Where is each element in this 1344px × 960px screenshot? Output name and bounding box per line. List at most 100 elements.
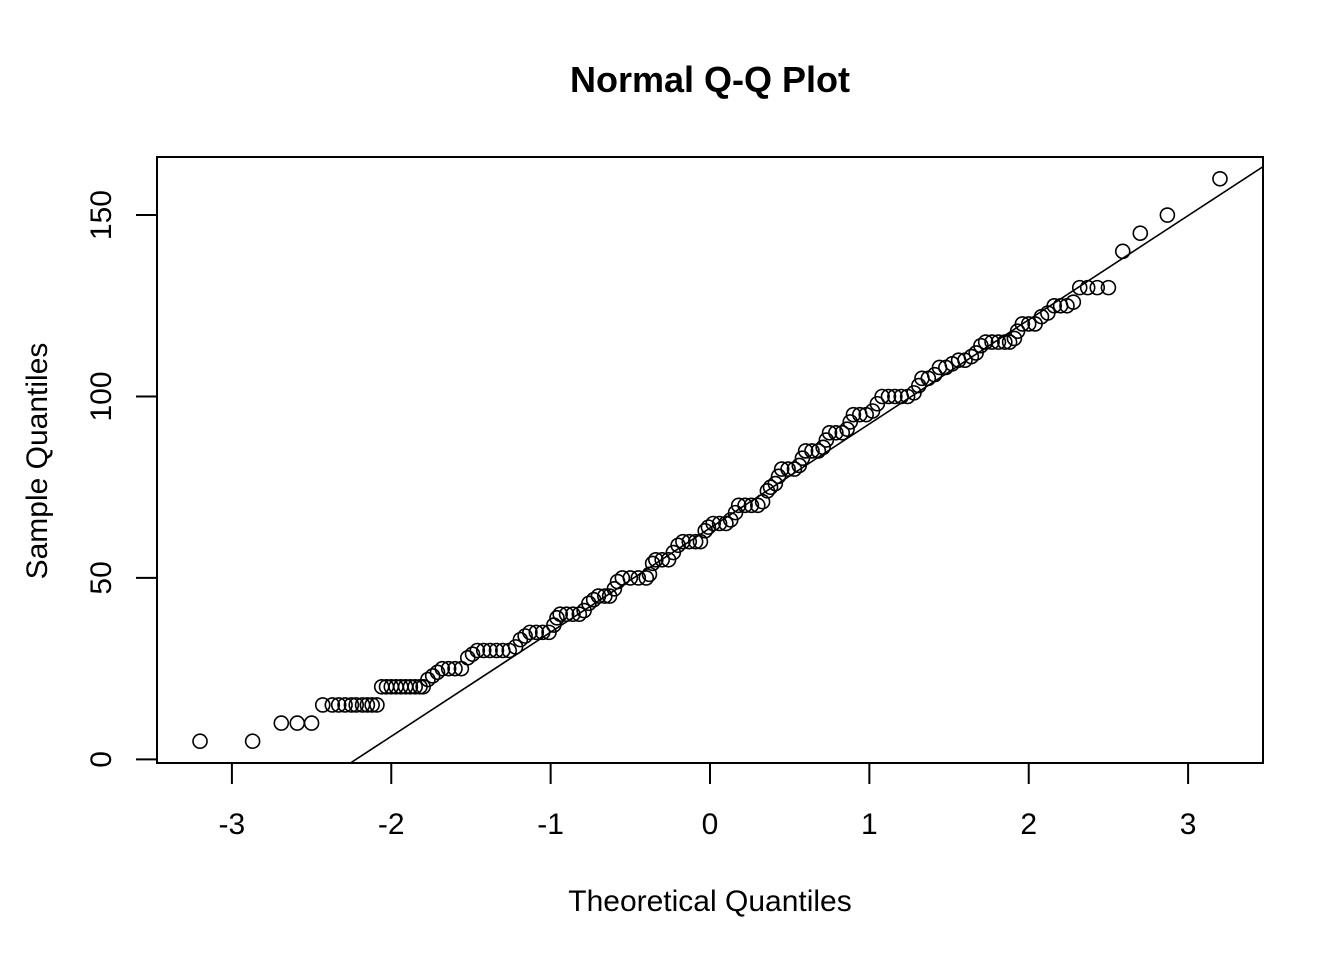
data-point bbox=[874, 388, 890, 405]
data-point bbox=[670, 537, 686, 554]
data-point bbox=[475, 642, 492, 659]
data-point bbox=[1212, 170, 1228, 187]
data-point bbox=[750, 497, 766, 514]
data-point bbox=[482, 642, 498, 659]
data-point bbox=[762, 479, 779, 496]
x-tick-label: 0 bbox=[702, 808, 719, 841]
data-point bbox=[1006, 330, 1023, 347]
x-tick-label: 1 bbox=[861, 808, 878, 841]
data-point bbox=[797, 443, 814, 459]
x-tick-label: -2 bbox=[378, 808, 405, 841]
y-tick-label: 0 bbox=[85, 751, 118, 768]
y-axis-label: Sample Quantiles bbox=[21, 343, 54, 580]
data-point bbox=[244, 733, 261, 750]
plot-frame bbox=[156, 156, 1264, 764]
y-axis: 0 50 100 150 bbox=[85, 190, 158, 768]
data-point bbox=[815, 439, 831, 456]
data-point bbox=[644, 555, 661, 572]
data-point bbox=[606, 581, 623, 597]
data-point bbox=[369, 697, 385, 713]
data-point bbox=[1065, 294, 1082, 310]
data-point bbox=[711, 515, 728, 532]
x-axis-label: Theoretical Quantiles bbox=[568, 885, 851, 918]
data-point bbox=[990, 334, 1007, 350]
data-point bbox=[1014, 316, 1031, 332]
data-point bbox=[804, 443, 820, 459]
data-point bbox=[622, 570, 639, 586]
data-point bbox=[407, 678, 423, 695]
data-point bbox=[273, 715, 290, 731]
data-point bbox=[718, 515, 734, 532]
data-point bbox=[565, 606, 581, 623]
data-point bbox=[324, 697, 341, 713]
data-point bbox=[730, 497, 747, 514]
data-point bbox=[638, 570, 655, 586]
data-point bbox=[1071, 279, 1088, 296]
data-point bbox=[585, 591, 602, 608]
data-point bbox=[1114, 243, 1131, 260]
data-point bbox=[737, 497, 753, 514]
data-point bbox=[571, 606, 588, 623]
data-point bbox=[348, 697, 365, 713]
data-point bbox=[692, 533, 709, 550]
data-point bbox=[767, 475, 784, 492]
data-point bbox=[1046, 297, 1063, 314]
data-point bbox=[534, 624, 551, 641]
x-tick-label: 3 bbox=[1180, 808, 1197, 841]
data-point bbox=[887, 388, 903, 405]
data-point bbox=[773, 461, 790, 477]
data-point bbox=[1089, 279, 1106, 296]
data-point bbox=[681, 533, 698, 550]
data-point bbox=[1001, 334, 1018, 350]
x-axis: -3 -2 -1 0 1 2 3 bbox=[219, 762, 1197, 841]
data-point bbox=[977, 334, 994, 350]
data-point bbox=[469, 642, 486, 659]
data-point bbox=[984, 334, 1000, 350]
data-point bbox=[786, 461, 803, 477]
x-tick-label: -3 bbox=[219, 808, 246, 841]
data-point bbox=[522, 624, 538, 641]
data-point bbox=[337, 697, 353, 713]
data-point bbox=[1132, 225, 1149, 242]
data-point bbox=[780, 461, 796, 477]
data-point bbox=[641, 566, 658, 583]
chart-title: Normal Q-Q Plot bbox=[570, 59, 850, 100]
data-point bbox=[1100, 279, 1117, 296]
data-point bbox=[743, 497, 760, 514]
data-point bbox=[528, 624, 545, 641]
data-point bbox=[821, 424, 838, 441]
data-point bbox=[517, 628, 533, 644]
data-point bbox=[447, 660, 463, 677]
data-point bbox=[314, 697, 331, 713]
y-tick-label: 50 bbox=[85, 561, 118, 594]
data-point bbox=[459, 649, 476, 666]
data-point bbox=[440, 660, 457, 677]
data-point bbox=[839, 421, 855, 437]
y-tick-label: 150 bbox=[85, 190, 118, 240]
data-point bbox=[343, 697, 360, 713]
data-point bbox=[834, 424, 851, 441]
x-tick-label: 2 bbox=[1020, 808, 1037, 841]
data-point bbox=[549, 610, 565, 626]
data-point bbox=[705, 515, 721, 532]
data-point bbox=[1079, 279, 1096, 296]
y-tick-label: 100 bbox=[85, 371, 118, 421]
data-point bbox=[675, 533, 691, 550]
data-point bbox=[424, 668, 441, 684]
data-point bbox=[429, 664, 446, 681]
data-point bbox=[289, 715, 306, 731]
data-point bbox=[754, 493, 771, 510]
data-point bbox=[880, 388, 897, 405]
data-point bbox=[552, 606, 568, 623]
data-point bbox=[359, 697, 376, 713]
data-point bbox=[192, 733, 208, 750]
data-point bbox=[590, 588, 607, 604]
data-point bbox=[997, 334, 1013, 350]
data-point bbox=[810, 443, 827, 459]
data-point bbox=[434, 660, 451, 677]
data-point bbox=[330, 697, 347, 713]
data-point bbox=[1159, 207, 1176, 223]
data-point bbox=[488, 642, 505, 659]
data-point bbox=[630, 570, 647, 586]
